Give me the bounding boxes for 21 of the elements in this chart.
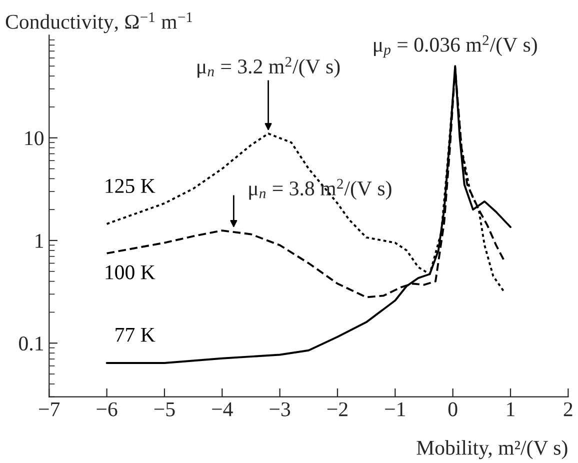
x-axis-title: Mobility, m²/(V s) — [416, 440, 568, 460]
x-tick-label: −5 — [154, 402, 175, 416]
x-tick-label: −7 — [39, 402, 60, 416]
y-tick-label: 10 — [25, 131, 44, 146]
x-tick-label: 1 — [507, 402, 514, 416]
x-tick-label: −1 — [385, 402, 405, 416]
annotation: μ$_{p}$ = 0.036 m$^{2}$/(V s) — [374, 35, 537, 58]
y-axis-title: Conductivity, Ω$^{−1}$ m$^{−1}$ — [6, 12, 192, 34]
annotation: μ$_{n}$ = 3.2 m$^{2}$/(V s) — [198, 56, 340, 78]
x-tick-label: −3 — [270, 402, 290, 416]
series-label: 125 K — [106, 179, 156, 194]
x-tick-label: 0 — [448, 402, 458, 416]
annotation: μ$_{n}$ = 3.8 m$^{2}$/(V s) — [249, 178, 392, 200]
x-tick-label: −6 — [96, 402, 118, 416]
series-label: 77 K — [116, 328, 156, 342]
series-label: 100 K — [106, 265, 156, 280]
x-tick-label: −4 — [212, 402, 233, 416]
x-tick-label: −2 — [327, 402, 348, 416]
y-tick-label: 0.1 — [19, 336, 44, 351]
x-tick-label: 2 — [564, 402, 572, 416]
y-tick-label: 1 — [36, 234, 44, 248]
